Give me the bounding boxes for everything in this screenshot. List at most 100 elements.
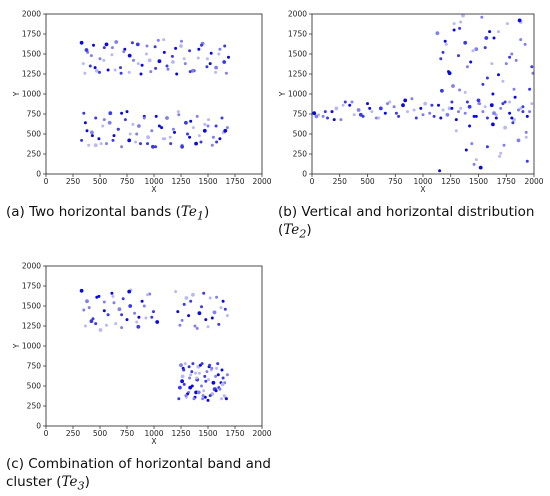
data-point: [519, 106, 523, 110]
data-point: [105, 142, 108, 146]
data-point: [510, 116, 514, 120]
data-point: [123, 47, 127, 51]
y-tick-label: 1000: [288, 90, 307, 99]
data-point: [144, 52, 148, 56]
data-point: [83, 121, 87, 125]
data-point: [218, 137, 222, 141]
data-point: [182, 57, 186, 61]
y-tick-label: 1750: [22, 30, 41, 39]
data-point: [186, 132, 189, 136]
data-point: [464, 148, 468, 152]
data-point: [483, 105, 487, 109]
data-point: [499, 106, 503, 110]
data-point: [154, 66, 158, 70]
data-point: [218, 47, 222, 51]
data-point: [200, 43, 203, 47]
data-point: [116, 127, 120, 131]
data-point: [106, 68, 110, 72]
data-point: [137, 124, 141, 128]
data-point: [220, 368, 224, 372]
data-point: [175, 72, 179, 76]
data-point: [125, 318, 129, 322]
y-tick-label: 250: [27, 150, 42, 159]
data-point: [220, 382, 225, 387]
data-point: [488, 30, 492, 34]
data-point: [105, 323, 108, 327]
y-axis-label: Y: [278, 91, 287, 97]
data-point: [191, 362, 195, 366]
data-point: [217, 52, 221, 56]
data-point: [388, 100, 392, 104]
data-point: [113, 68, 117, 72]
data-point: [497, 30, 500, 34]
data-point: [508, 111, 512, 115]
data-point: [218, 387, 222, 391]
caption-a-subscript: 1: [196, 209, 205, 223]
data-point: [501, 102, 505, 106]
y-tick-label: 1500: [22, 302, 41, 311]
data-point: [209, 51, 213, 55]
data-point: [182, 368, 186, 372]
data-point: [178, 385, 182, 390]
data-point: [99, 142, 103, 146]
data-point: [517, 18, 522, 23]
data-point: [150, 129, 154, 133]
data-point: [205, 65, 209, 69]
data-point: [222, 60, 227, 64]
data-point: [511, 121, 515, 125]
data-point: [110, 291, 114, 295]
data-point: [90, 134, 94, 138]
data-point: [494, 116, 498, 120]
x-tick-label: 1000: [144, 177, 163, 186]
data-point: [458, 26, 462, 30]
data-point: [196, 390, 201, 395]
data-point: [195, 376, 199, 380]
data-point: [102, 309, 106, 313]
data-point: [454, 129, 458, 133]
data-point: [112, 134, 116, 138]
data-point: [190, 370, 194, 374]
data-point: [489, 103, 494, 108]
y-tick-label: 250: [293, 150, 308, 159]
data-point: [187, 365, 191, 369]
data-point: [525, 114, 529, 118]
caption-b-symbol: Te: [283, 222, 300, 238]
data-point: [461, 13, 465, 18]
data-point: [191, 292, 195, 297]
data-point: [350, 100, 354, 104]
data-point: [201, 397, 205, 401]
data-point: [208, 394, 212, 398]
data-point: [439, 57, 443, 61]
data-point: [321, 114, 325, 118]
data-point: [140, 63, 144, 67]
data-point: [206, 57, 209, 61]
data-point: [211, 380, 216, 385]
data-point: [419, 106, 423, 110]
chart-panel-a: 0 250 500 750 1000 1250 1500 1750 2000 0 250 500 750…: [0, 0, 272, 195]
data-point: [206, 124, 210, 128]
y-tick-label: 1250: [288, 70, 307, 79]
data-point: [139, 142, 142, 146]
data-point: [467, 104, 472, 109]
data-point: [194, 371, 198, 375]
data-point: [214, 70, 218, 74]
y-tick-label: 2000: [22, 262, 41, 271]
data-point: [130, 41, 134, 45]
data-point: [485, 145, 489, 149]
data-point: [180, 379, 185, 384]
data-point: [97, 294, 101, 298]
data-point: [348, 103, 352, 107]
data-point: [85, 129, 89, 133]
data-point: [206, 325, 210, 329]
data-point: [314, 114, 319, 119]
data-point: [403, 98, 408, 103]
data-point: [197, 134, 201, 138]
data-point: [142, 304, 146, 308]
data-point: [79, 288, 84, 293]
x-tick-label: 1250: [441, 177, 460, 186]
data-point: [454, 118, 458, 122]
data-point: [140, 299, 144, 303]
data-point: [343, 100, 347, 104]
data-point: [117, 307, 122, 312]
data-point: [412, 108, 416, 112]
